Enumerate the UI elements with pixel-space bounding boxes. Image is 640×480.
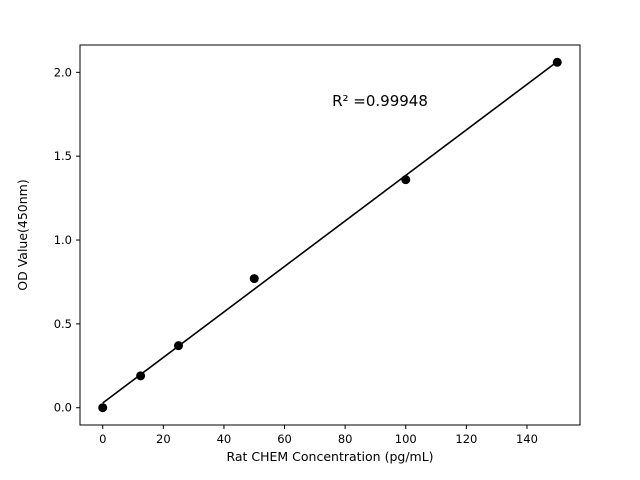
y-axis-tick-label: 1.5 — [54, 149, 72, 163]
x-axis-tick-label: 140 — [516, 432, 538, 446]
x-axis-tick-label: 40 — [217, 432, 232, 446]
x-axis-tick-label: 80 — [338, 432, 353, 446]
plot-area — [79, 44, 581, 426]
x-axis-tick-label: 120 — [455, 432, 477, 446]
r-squared-annotation: R² =0.99948 — [332, 92, 428, 110]
y-axis-label: OD Value(450nm) — [15, 179, 30, 290]
y-axis-tick-label: 2.0 — [54, 65, 72, 79]
x-axis-tick-label: 20 — [156, 432, 171, 446]
y-axis-tick-label: 0.0 — [54, 401, 72, 415]
data-point — [98, 403, 108, 413]
x-axis-tick-label: 100 — [395, 432, 417, 446]
data-point — [173, 341, 183, 351]
x-axis-tick-label: 0 — [99, 432, 106, 446]
y-axis-tick-label: 1.0 — [54, 233, 72, 247]
data-point — [552, 57, 562, 67]
data-point — [136, 371, 146, 381]
x-axis-tick-label: 60 — [277, 432, 292, 446]
data-point — [401, 175, 411, 185]
data-point — [249, 274, 259, 284]
x-axis-label: Rat CHEM Concentration (pg/mL) — [226, 449, 433, 464]
y-axis-tick-label: 0.5 — [54, 317, 72, 331]
